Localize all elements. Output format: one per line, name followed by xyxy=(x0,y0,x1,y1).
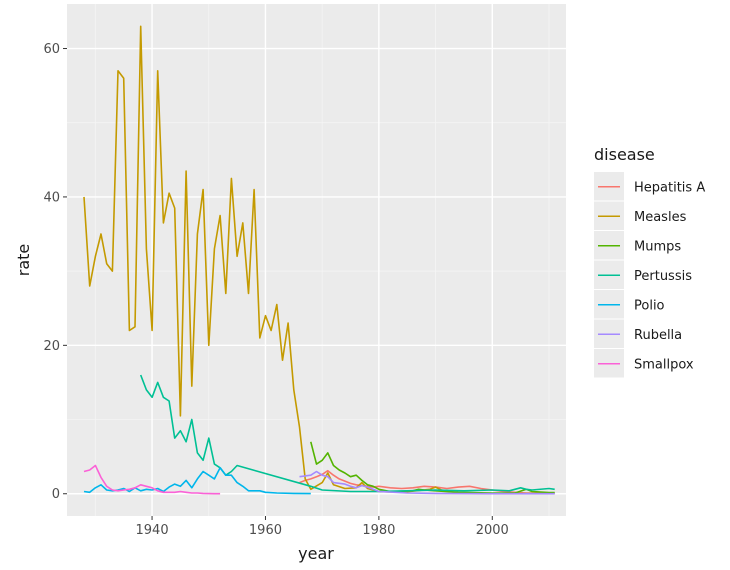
major-gridlines xyxy=(67,4,566,516)
legend-label-rubella: Rubella xyxy=(634,328,682,343)
legend-label-polio: Polio xyxy=(634,298,665,313)
y-tick-label: 0 xyxy=(52,487,60,502)
series-lines xyxy=(83,25,555,495)
x-axis-ticks: 1940 1960 1980 2000 xyxy=(136,516,509,538)
legend: disease Hepatitis A Measles Mumps Pertussis… xyxy=(594,145,705,378)
series-line-smallpox xyxy=(83,464,221,495)
y-tick-label: 40 xyxy=(43,190,60,205)
y-tick-label: 60 xyxy=(43,42,60,57)
plot-panel xyxy=(67,4,566,516)
x-axis-title: year xyxy=(298,544,334,563)
y-axis-ticks: 0 20 40 60 xyxy=(43,42,67,502)
y-tick-label: 20 xyxy=(43,339,60,354)
minor-gridlines xyxy=(67,4,566,516)
y-axis-title: rate xyxy=(14,244,33,277)
legend-label-measles: Measles xyxy=(634,210,687,225)
x-tick-label: 1960 xyxy=(249,523,282,538)
legend-label-hepatitis-a: Hepatitis A xyxy=(634,180,705,195)
x-tick-label: 1980 xyxy=(362,523,395,538)
legend-title: disease xyxy=(594,145,655,164)
legend-label-pertussis: Pertussis xyxy=(634,269,692,284)
x-tick-label: 1940 xyxy=(136,523,169,538)
series-line-pertussis xyxy=(139,374,555,493)
legend-label-smallpox: Smallpox xyxy=(634,357,694,372)
series-line-rubella xyxy=(299,470,555,495)
x-tick-label: 2000 xyxy=(476,523,509,538)
legend-label-mumps: Mumps xyxy=(634,239,681,254)
